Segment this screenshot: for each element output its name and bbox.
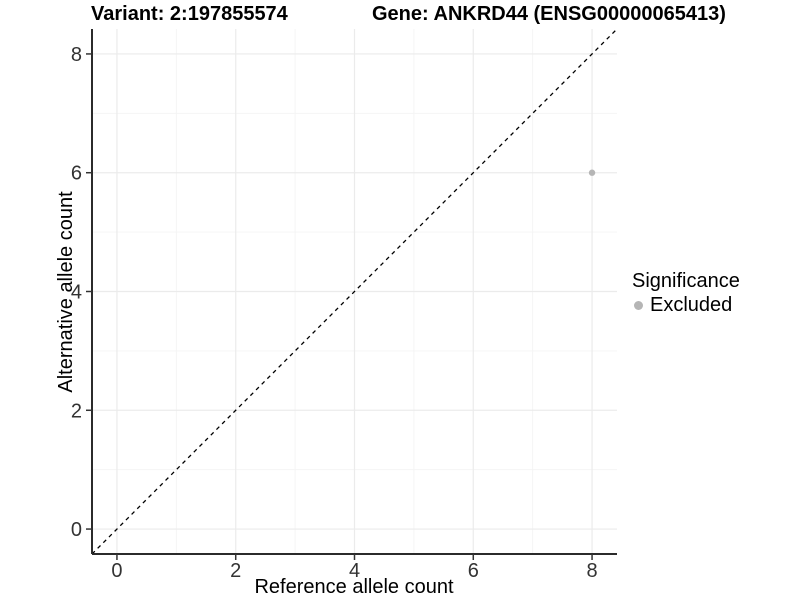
legend-title: Significance [632,270,740,292]
svg-text:0: 0 [111,560,122,582]
data-points [588,169,596,176]
svg-text:6: 6 [71,163,82,185]
y-axis-title: Alternative allele count [55,191,77,393]
identity-dashed-line [91,28,618,555]
grid-major-lines [92,29,617,554]
gene-title: Gene: ANKRD44 (ENSG00000065413) [372,3,726,25]
x-axis-tick-labels: 0 2 4 6 8 [111,560,597,582]
variant-title: Variant: 2:197855574 [91,3,288,25]
svg-text:4: 4 [349,560,360,582]
legend: Significance Excluded [630,269,740,317]
svg-text:2: 2 [230,560,241,582]
legend-key [630,297,647,314]
svg-text:8: 8 [586,560,597,582]
y-axis-tick-labels: 0 2 4 6 8 [71,44,82,541]
excluded-point-icon [634,300,643,310]
legend-item-label: Excluded [650,294,733,316]
legend-item-excluded: Excluded [630,293,740,317]
svg-text:0: 0 [71,519,82,541]
x-axis-title: Reference allele count [254,576,453,598]
axis-tick-marks [86,53,593,560]
svg-text:8: 8 [71,44,82,66]
svg-text:4: 4 [71,282,82,304]
svg-text:2: 2 [71,400,82,422]
svg-text:6: 6 [468,560,479,582]
